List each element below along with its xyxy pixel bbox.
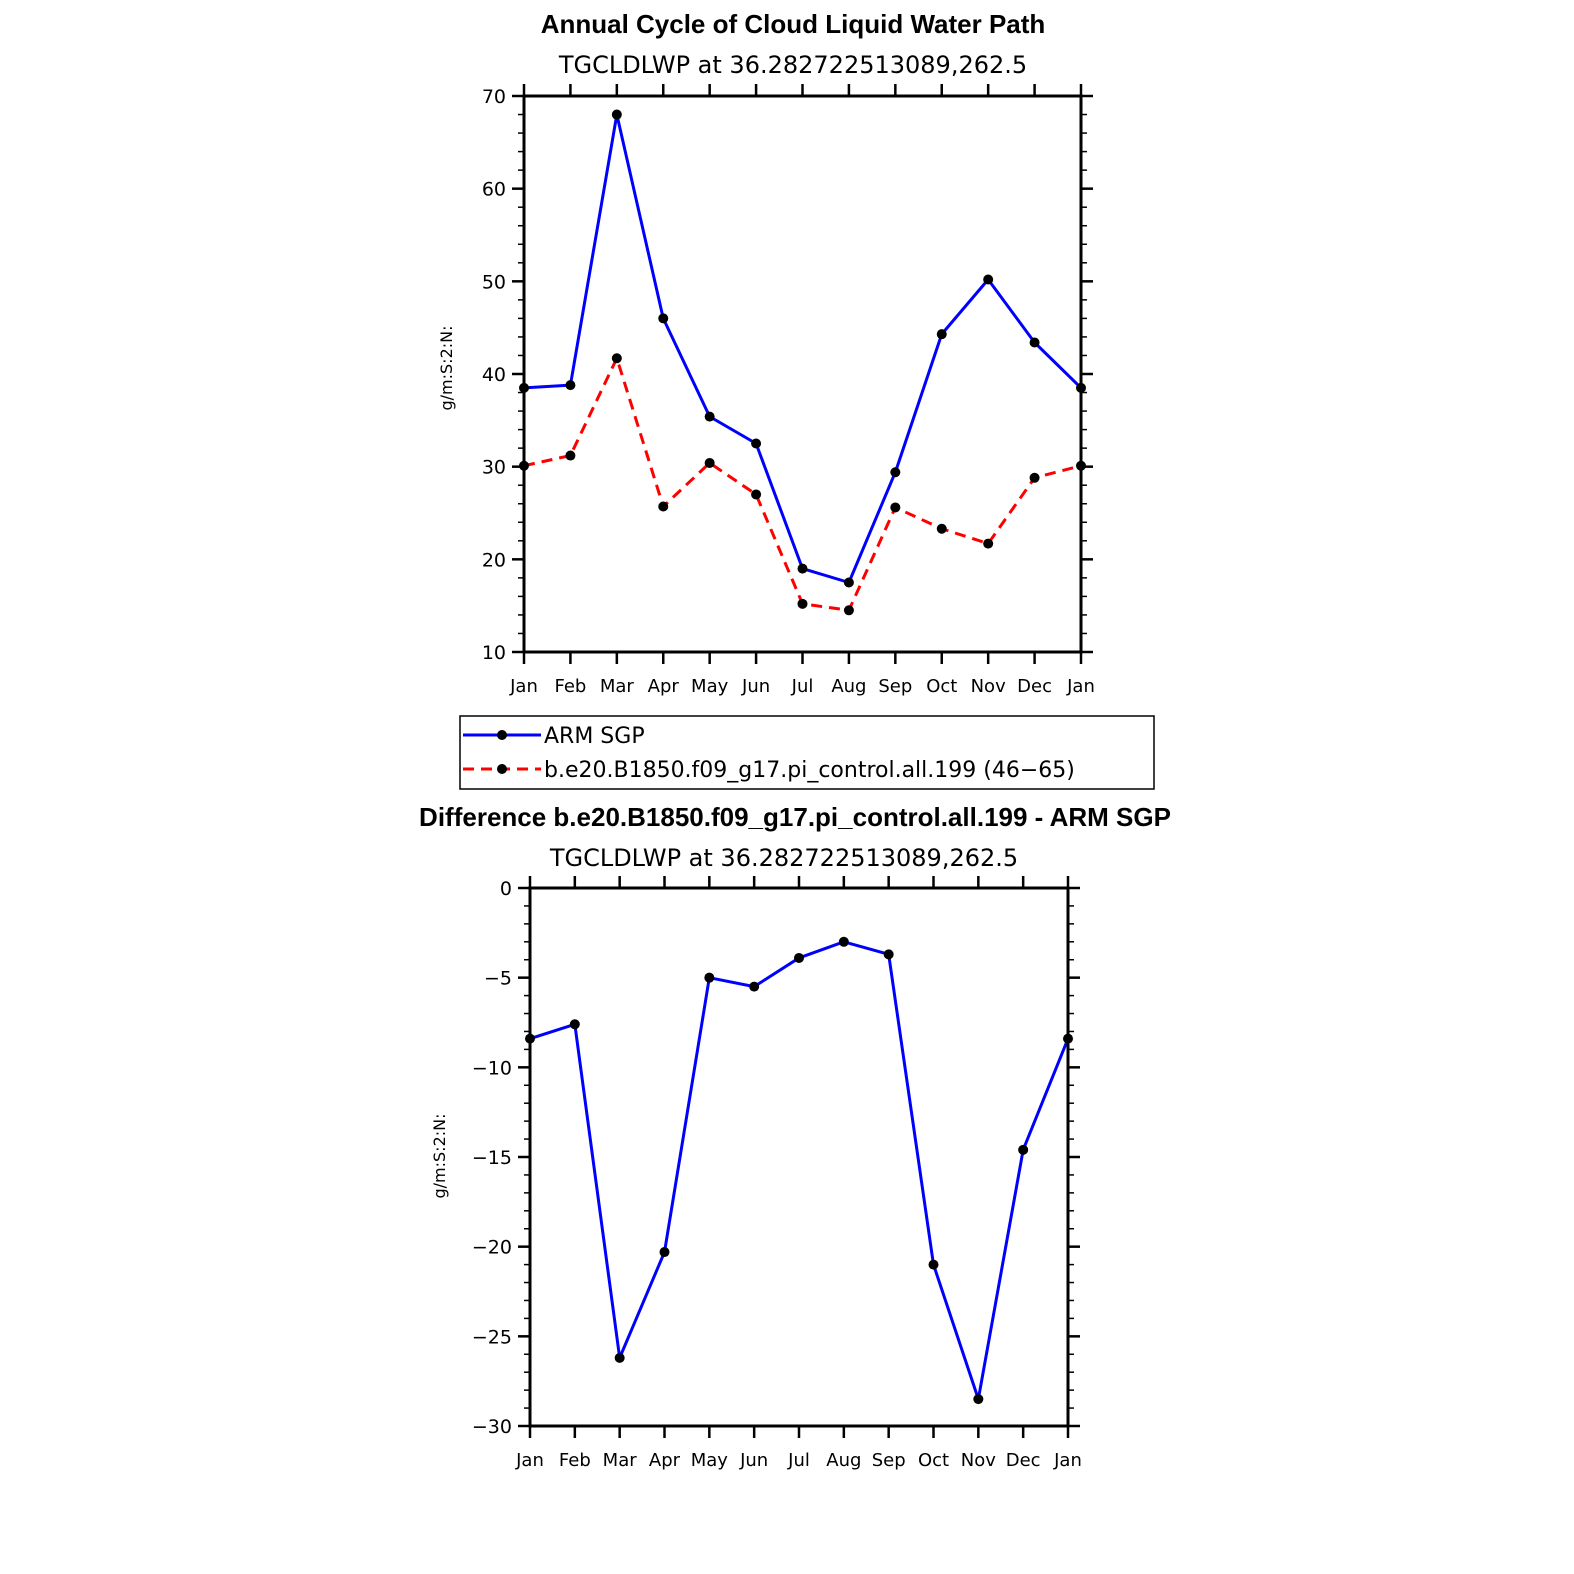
chart2-xtick-label: Dec — [1006, 1450, 1041, 1471]
chart1-axes: 10 20 30 40 50 60 70 Jan Feb Mar Apr May Jun Jul Aug Se… — [482, 84, 1095, 697]
chart2-title: Difference b.e20.B1850.f09_g17.pi_contro… — [419, 802, 1171, 832]
chart1-series-1-point — [936, 523, 947, 534]
chart1-ytick-label: 10 — [482, 642, 506, 664]
chart1-ytick-label: 70 — [482, 86, 506, 108]
chart1-series-1-point — [658, 501, 669, 512]
chart1-xtick-label: Apr — [648, 676, 680, 697]
chart2-series-0-point — [659, 1247, 670, 1258]
chart1-xtick-label: Oct — [926, 676, 957, 697]
legend-box — [459, 715, 1155, 790]
chart2-ytick-label: −15 — [472, 1147, 512, 1169]
chart1-xtick-label: Jan — [1066, 676, 1095, 697]
chart1-xtick-label: Dec — [1017, 676, 1052, 697]
chart1-xtick-label: Sep — [878, 676, 912, 697]
chart2-xtick-label: Jan — [1053, 1450, 1082, 1471]
chart1-xtick-label: Aug — [831, 676, 866, 697]
chart2-series-0-point — [569, 1019, 580, 1030]
chart1-xtick-label: Jan — [509, 676, 538, 697]
chart1-series-0-point — [704, 411, 715, 422]
chart2-ytick-label: −10 — [472, 1057, 512, 1079]
chart2-xtick-label: Oct — [918, 1450, 949, 1471]
chart2-xtick-label: Mar — [603, 1450, 638, 1471]
chart1-series-0-point — [611, 109, 622, 120]
legend-marker-model — [497, 764, 507, 774]
chart2-ytick-label: −30 — [472, 1416, 512, 1438]
chart1-title: Annual Cycle of Cloud Liquid Water Path — [541, 9, 1046, 39]
chart1-xtick-label: Jun — [741, 676, 770, 697]
chart2-series-0-point — [883, 949, 894, 960]
chart1-series-1-point — [751, 489, 762, 500]
chart2-ytick-label: −5 — [484, 968, 512, 990]
legend-label-model: b.e20.B1850.f09_g17.pi_control.all.199 (… — [544, 758, 1075, 783]
chart1-series-0-point — [751, 438, 762, 449]
chart1-ytick-label: 40 — [482, 364, 506, 386]
chart2-xtick-label: Jun — [739, 1450, 768, 1471]
chart2-series-0-point — [928, 1259, 939, 1270]
chart1-series-0-point — [843, 577, 854, 588]
chart2-series-0-point — [614, 1352, 625, 1363]
chart2-plot-frame — [528, 886, 1070, 1428]
chart2-ytick-label: −20 — [472, 1237, 512, 1259]
chart1-series-0-point — [890, 467, 901, 478]
chart1-ytick-label: 30 — [482, 457, 506, 479]
chart1-series-0-point — [936, 329, 947, 340]
chart1-series-0-point — [797, 563, 808, 574]
chart1-series-0-line — [523, 113, 1083, 584]
chart1-series-1-point — [1029, 472, 1040, 483]
legend: ARM SGP b.e20.B1850.f09_g17.pi_control.a… — [459, 715, 1155, 790]
chart1-ylabel: g/m:S:2:N: — [437, 326, 456, 411]
chart2-subtitle: TGCLDLWP at 36.282722513089,262.5 — [549, 844, 1018, 872]
chart1-ytick-label: 50 — [482, 271, 506, 293]
chart2-series-0-point — [704, 972, 715, 983]
chart2-ytick-label: −25 — [472, 1326, 512, 1348]
chart2-xtick-label: Jul — [787, 1450, 810, 1471]
chart2-xtick-label: Apr — [649, 1450, 681, 1471]
chart2-series-0-point — [749, 981, 760, 992]
chart2-xtick-label: Nov — [961, 1450, 996, 1471]
chart1-series-1-point — [843, 605, 854, 616]
chart2-ylabel: g/m:S:2:N: — [430, 1114, 449, 1199]
chart1-series-1-point — [565, 450, 576, 461]
difference-chart: Difference b.e20.B1850.f09_g17.pi_contro… — [419, 802, 1171, 1471]
chart1-ytick-label: 20 — [482, 549, 506, 571]
chart2-xtick-label: Feb — [559, 1450, 591, 1471]
chart1-series-1-point — [704, 457, 715, 468]
chart1-series-1-point — [983, 538, 994, 549]
chart1-plot-frame — [522, 94, 1083, 654]
chart1-xtick-label: May — [691, 676, 729, 697]
chart1-xtick-label: Nov — [971, 676, 1006, 697]
chart2-xtick-label: Jan — [515, 1450, 544, 1471]
chart2-series-0-point — [1018, 1144, 1029, 1155]
chart1-series-0-point — [1029, 337, 1040, 348]
chart2-series — [525, 936, 1073, 1405]
legend-label-arm-sgp: ARM SGP — [544, 724, 645, 749]
chart1-subtitle: TGCLDLWP at 36.282722513089,262.5 — [558, 51, 1027, 79]
chart2-xtick-label: Sep — [872, 1450, 906, 1471]
chart1-series-0-point — [658, 313, 669, 324]
chart2-series-0-point — [973, 1394, 984, 1405]
chart1-series-1-point — [797, 598, 808, 609]
chart2-xtick-label: May — [691, 1450, 729, 1471]
chart2-ytick-label: 0 — [500, 878, 512, 900]
chart1-series-0-point — [565, 380, 576, 391]
annual-cycle-chart: Annual Cycle of Cloud Liquid Water Path … — [437, 9, 1095, 697]
legend-marker-arm-sgp — [497, 730, 507, 740]
chart1-xtick-label: Jul — [791, 676, 814, 697]
chart1-series-0-point — [983, 274, 994, 285]
chart2-series-0-point — [794, 952, 804, 963]
chart1-series-1-point — [890, 502, 901, 513]
chart2-xtick-label: Aug — [826, 1450, 861, 1471]
chart1-series — [519, 109, 1086, 616]
chart1-xtick-label: Mar — [600, 676, 635, 697]
chart2-series-0-point — [838, 936, 849, 947]
chart1-series-1-point — [611, 353, 622, 364]
chart1-ytick-label: 60 — [482, 179, 506, 201]
chart2-series-0-line — [529, 940, 1070, 1401]
chart1-xtick-label: Feb — [554, 676, 586, 697]
